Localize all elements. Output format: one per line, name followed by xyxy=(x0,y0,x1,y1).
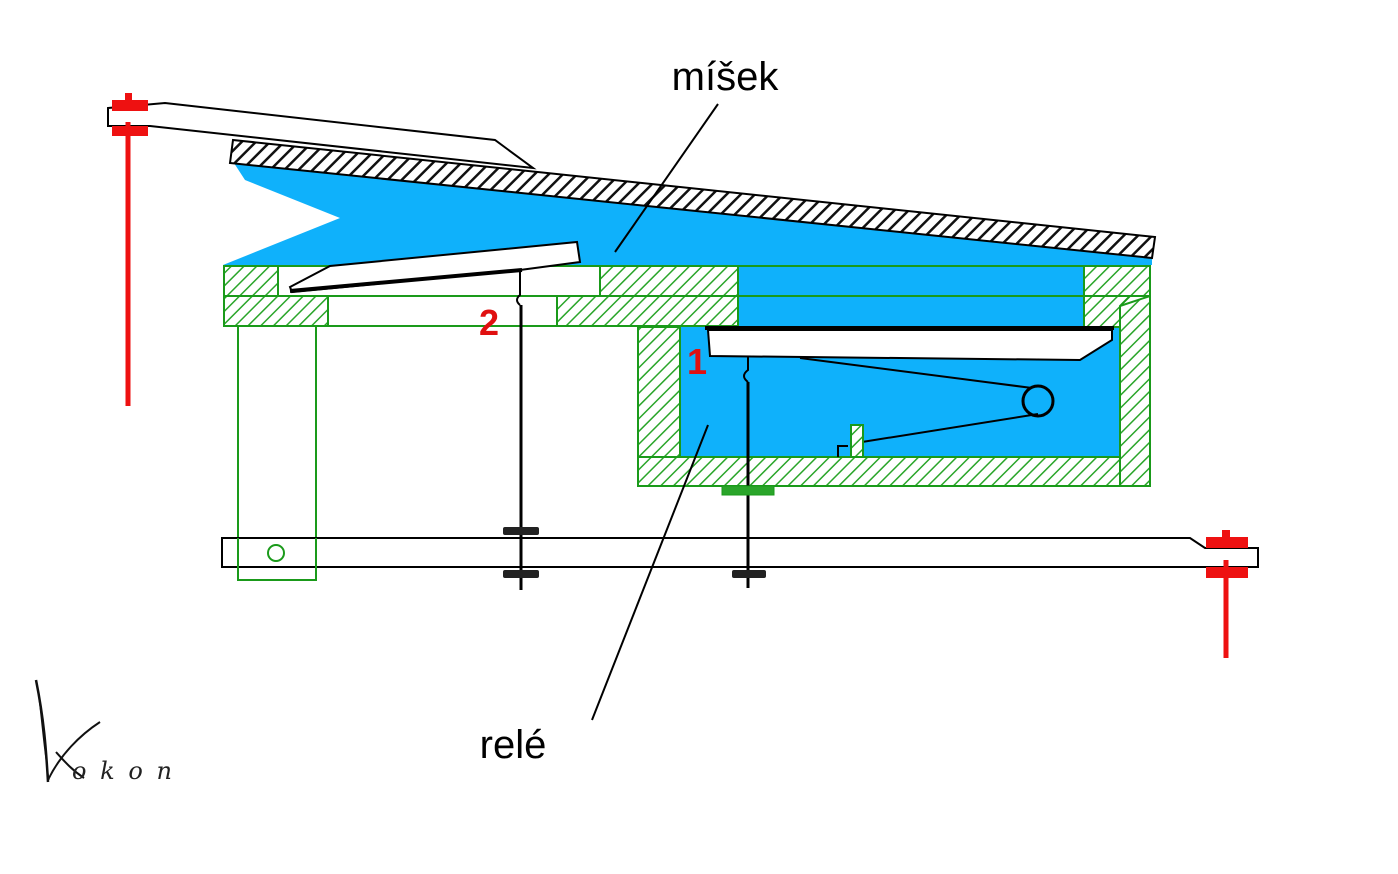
signature-mark: okon xyxy=(34,679,172,785)
board-bottom-gap xyxy=(327,295,558,327)
spring-coil xyxy=(1021,384,1055,418)
relay-wall-corner xyxy=(1083,295,1133,328)
upper-red-clamp-bottom xyxy=(112,126,148,136)
upper-red-stem xyxy=(125,93,132,105)
lower-red-clamp-top xyxy=(1206,537,1248,548)
wire-2-nut-top xyxy=(503,527,539,535)
pull-wire-2-hook xyxy=(516,270,521,306)
board-top-right xyxy=(1083,265,1151,297)
wire-1-green-guide xyxy=(721,485,775,496)
board-top-middle xyxy=(599,265,739,297)
pallet-1-number: 1 xyxy=(687,341,707,382)
relay-label: relé xyxy=(480,723,547,767)
pallet-2-number: 2 xyxy=(479,302,499,343)
board-bottom-right xyxy=(556,295,739,327)
spring-block xyxy=(850,424,864,458)
pallet-1 xyxy=(706,329,1113,362)
wire-1-nut-bottom xyxy=(732,570,766,578)
wire-2-nut-bottom xyxy=(503,570,539,578)
bellows-leader-line xyxy=(614,103,719,253)
pull-wire-1-hook xyxy=(743,357,749,383)
relay-wall-left xyxy=(637,326,681,458)
relay-leader-line xyxy=(591,424,709,721)
upper-key-lever xyxy=(107,101,537,170)
svg-text:okon: okon xyxy=(72,757,172,785)
pivot-hole xyxy=(267,544,285,562)
lower-key-lever xyxy=(221,537,1259,568)
board-bottom-left xyxy=(223,295,329,327)
bellows-label: míšek xyxy=(672,55,780,99)
bellows-top-board xyxy=(228,138,1157,260)
pallet-2-seal xyxy=(289,268,523,293)
spring-arm-upper xyxy=(799,357,1033,389)
relay-wall-bottom xyxy=(637,456,1151,487)
spring-arm-lower xyxy=(861,413,1039,443)
spring-hook xyxy=(837,445,848,457)
lower-red-stem xyxy=(1222,530,1230,540)
relay-wall-right xyxy=(1119,294,1151,487)
board-top-left xyxy=(223,265,279,297)
lower-red-clamp-bottom xyxy=(1206,567,1248,578)
upper-red-clamp-top xyxy=(112,100,148,111)
